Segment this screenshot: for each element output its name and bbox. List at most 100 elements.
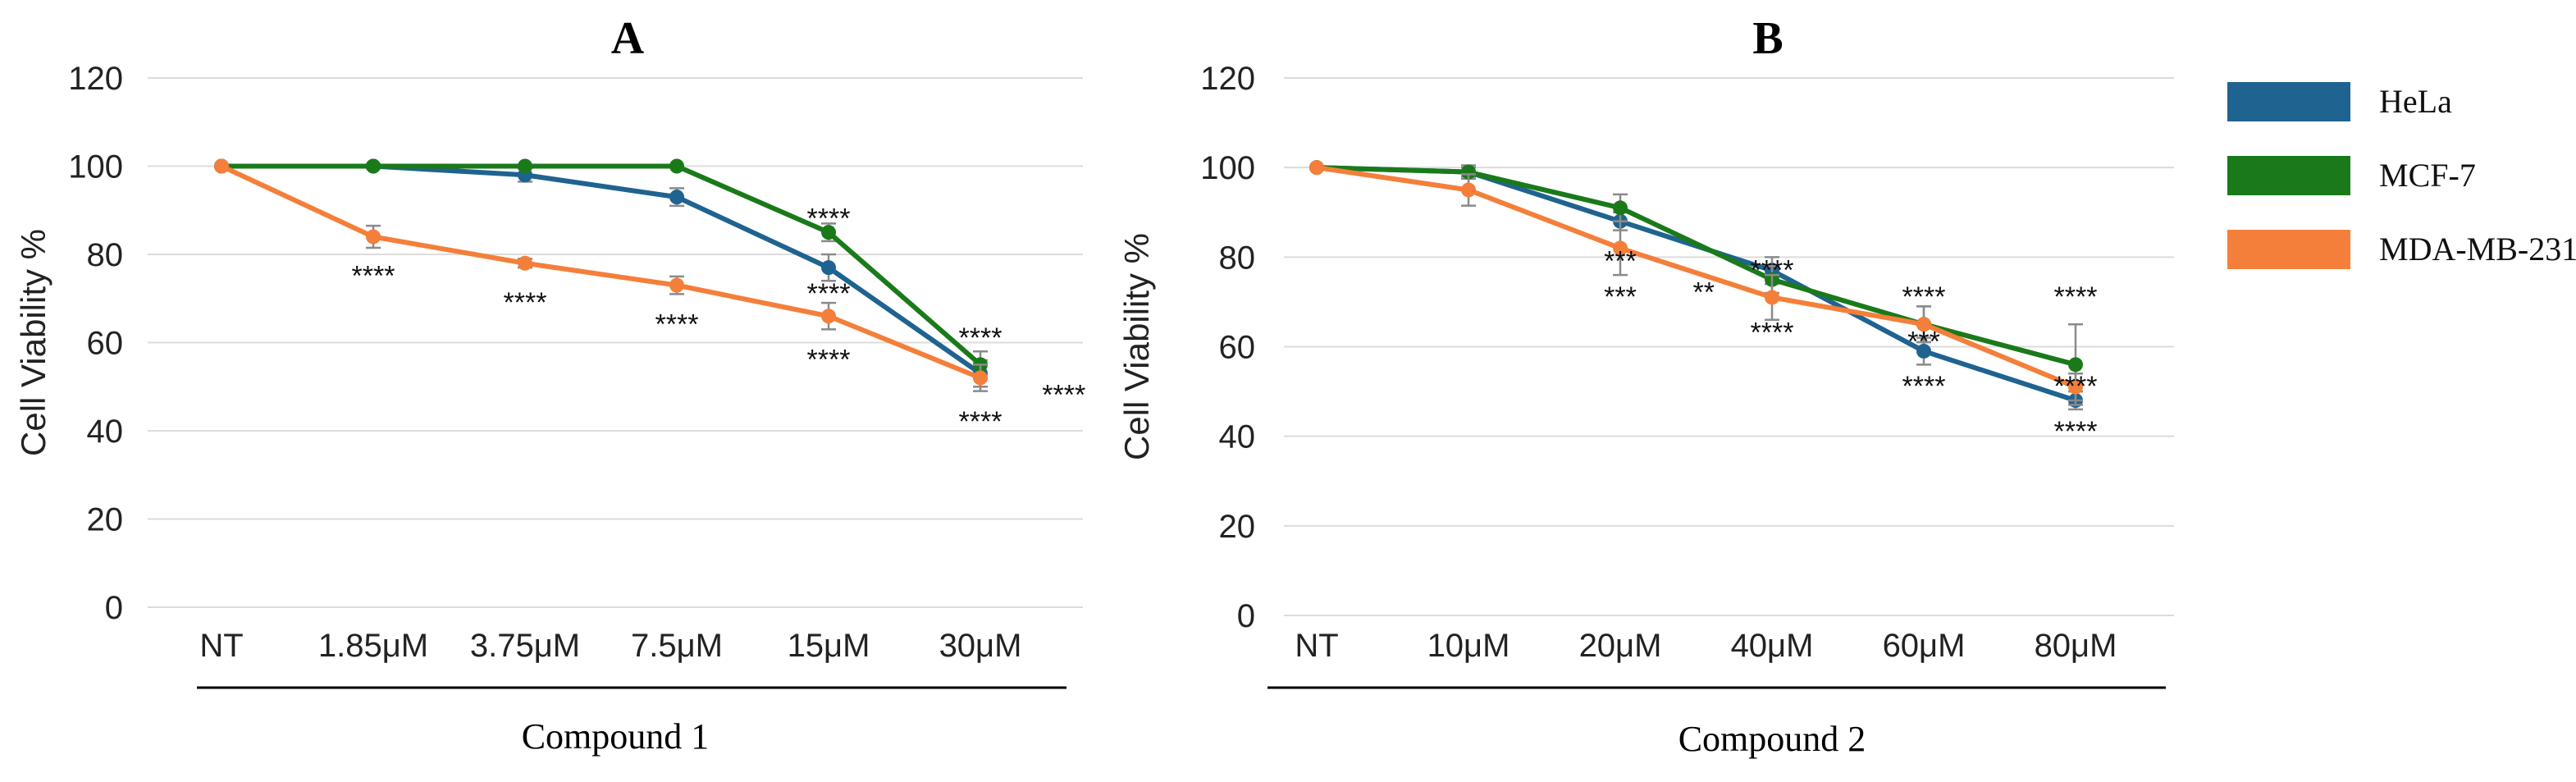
x-tick-label: 1.85μM bbox=[318, 628, 428, 664]
series-line-segment bbox=[826, 313, 983, 381]
significance-label: **** bbox=[807, 204, 851, 235]
y-tick-label: 40 bbox=[87, 414, 124, 450]
significance-label: **** bbox=[1751, 318, 1794, 349]
series-MCF-7 bbox=[214, 158, 988, 379]
data-point bbox=[518, 255, 532, 271]
data-point bbox=[1309, 160, 1324, 176]
panel-title: B bbox=[1752, 13, 1783, 64]
data-point bbox=[1916, 317, 1931, 332]
series-line-segment bbox=[674, 163, 831, 236]
y-tick-label: 100 bbox=[1200, 150, 1255, 186]
x-tick-label: NT bbox=[199, 628, 243, 664]
series-line-segment bbox=[1770, 277, 1926, 327]
data-point bbox=[821, 309, 836, 324]
y-tick-label: 80 bbox=[1219, 240, 1256, 276]
data-point bbox=[1613, 240, 1628, 256]
significance-label: **** bbox=[2054, 371, 2098, 402]
legend-swatch bbox=[2227, 230, 2350, 269]
significance-label: **** bbox=[807, 278, 851, 309]
series-line-segment bbox=[523, 172, 679, 200]
x-axis-label: Compound 1 bbox=[522, 716, 710, 757]
series-line-segment bbox=[1618, 205, 1774, 282]
x-tick-label: 40μM bbox=[1731, 628, 1814, 664]
significance-label: *** bbox=[1907, 327, 1940, 358]
panel-title: A bbox=[611, 13, 645, 64]
y-tick-label: 60 bbox=[1219, 330, 1256, 366]
data-point bbox=[1613, 200, 1628, 216]
data-point bbox=[821, 260, 836, 276]
y-tick-label: 100 bbox=[68, 149, 123, 185]
legend-swatch bbox=[2227, 82, 2350, 121]
series-MDA-MB-231 bbox=[1309, 160, 2083, 402]
data-point bbox=[973, 370, 988, 386]
data-point bbox=[518, 158, 532, 174]
significance-label: **** bbox=[1902, 281, 1946, 313]
series-line-segment bbox=[1770, 295, 1926, 327]
series-line-segment bbox=[1921, 348, 2078, 403]
series-MDA-MB-231 bbox=[214, 158, 988, 392]
y-tick-label: 60 bbox=[87, 326, 124, 362]
y-axis-label: Cell Viability % bbox=[14, 229, 53, 456]
data-point bbox=[1765, 290, 1779, 305]
significance-label: **** bbox=[959, 322, 1003, 354]
legend: HeLa MCF-7 MDA-MB-231 bbox=[2227, 82, 2576, 269]
x-tick-label: 15μM bbox=[788, 628, 870, 664]
data-point bbox=[1916, 343, 1931, 359]
x-tick-label: 20μM bbox=[1579, 628, 1662, 664]
data-point bbox=[669, 277, 684, 293]
series-line-segment bbox=[1618, 245, 1774, 300]
significance-label: **** bbox=[352, 261, 395, 292]
series-line-segment bbox=[1921, 322, 2078, 368]
legend-swatch bbox=[2227, 156, 2350, 195]
x-tick-label: 3.75μM bbox=[470, 628, 580, 664]
y-tick-label: 0 bbox=[105, 590, 123, 626]
data-point bbox=[821, 225, 836, 240]
series-line-segment bbox=[674, 282, 831, 319]
legend-label: HeLa bbox=[2379, 83, 2452, 120]
chart-panel-B: 0 20 40 60 80 100 120 B Cell Viability % NT 10μM 20… bbox=[1117, 13, 2174, 759]
series-line-segment bbox=[1314, 165, 1471, 193]
y-tick-label: 20 bbox=[1219, 509, 1256, 545]
x-tick-label: 10μM bbox=[1427, 628, 1510, 664]
x-tick-label: 80μM bbox=[2035, 628, 2117, 664]
significance-label: **** bbox=[1042, 380, 1085, 411]
significance-label: **** bbox=[2054, 416, 2098, 447]
legend-label: MDA-MB-231 bbox=[2379, 231, 2576, 268]
significance-label: **** bbox=[1751, 254, 1794, 286]
data-point bbox=[2068, 379, 2083, 395]
legend-label: MCF-7 bbox=[2379, 157, 2476, 194]
series-line-segment bbox=[826, 265, 983, 377]
significance-label: **** bbox=[504, 287, 547, 318]
data-point bbox=[2068, 357, 2083, 373]
x-axis-label: Compound 2 bbox=[1679, 719, 1866, 759]
data-point bbox=[214, 158, 229, 174]
series-line-segment bbox=[1921, 322, 2078, 390]
y-tick-label: 20 bbox=[87, 502, 124, 538]
data-point bbox=[669, 190, 684, 205]
series-line-segment bbox=[826, 230, 983, 368]
series-line-segment bbox=[1466, 187, 1623, 251]
significance-label: **** bbox=[807, 345, 851, 376]
series-line-segment bbox=[371, 234, 528, 266]
significance-label: **** bbox=[2054, 281, 2098, 313]
y-tick-label: 0 bbox=[1237, 598, 1255, 634]
x-tick-label: 30μM bbox=[939, 628, 1022, 664]
significance-label: **** bbox=[1902, 371, 1946, 402]
data-point bbox=[669, 158, 684, 174]
significance-label: ** bbox=[1693, 277, 1715, 309]
significance-label: *** bbox=[1604, 245, 1637, 277]
y-tick-label: 120 bbox=[1200, 61, 1255, 97]
series-line-segment bbox=[1466, 169, 1623, 211]
series-line-segment bbox=[1314, 165, 1471, 175]
significance-label: **** bbox=[655, 309, 699, 341]
significance-label: *** bbox=[1604, 281, 1637, 313]
x-tick-label: NT bbox=[1295, 628, 1338, 664]
y-tick-label: 40 bbox=[1219, 419, 1256, 455]
x-tick-label: 7.5μM bbox=[631, 628, 723, 664]
chart-panel-A: 0 20 40 60 80 100 120 A Cell Viability % NT 1.85μM… bbox=[14, 13, 1085, 757]
data-point bbox=[1461, 182, 1476, 198]
series-line-segment bbox=[219, 163, 376, 240]
significance-label: **** bbox=[959, 406, 1003, 437]
data-point bbox=[366, 229, 381, 245]
